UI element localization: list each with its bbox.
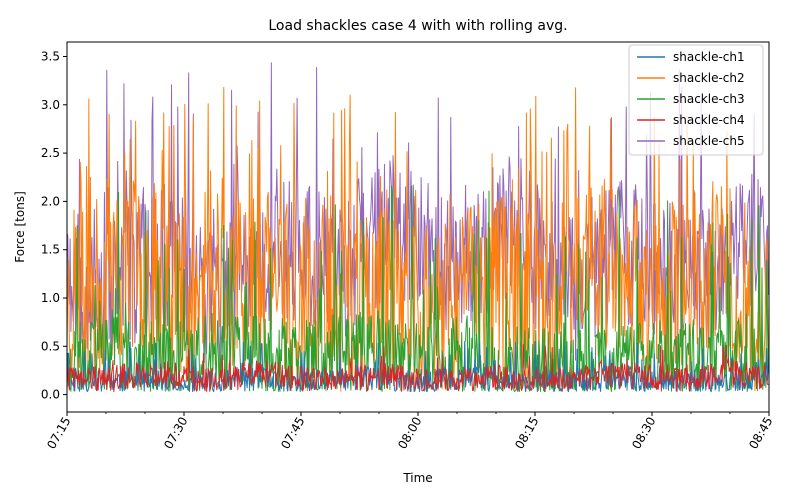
y-axis-label: Force [tons]	[13, 191, 27, 263]
series-line-shackle-ch4	[67, 343, 769, 393]
x-tick-label: 08:00	[395, 415, 424, 452]
y-axis: 0.0 0.5 1.0 1.5 2.0 2.5 3.0 3.5	[41, 49, 67, 402]
x-axis: 07:15 07:30 07:45 08:00 08:15 08:30 08:45	[44, 412, 776, 452]
legend-label: shackle-ch3	[673, 92, 745, 106]
legend-label: shackle-ch1	[673, 50, 745, 64]
x-tick-label: 07:45	[278, 415, 307, 452]
legend-box	[628, 44, 764, 156]
y-tick-label: 2.0	[41, 194, 60, 208]
x-axis-label: Time	[402, 471, 432, 485]
x-tick-label: 08:45	[746, 415, 775, 452]
legend: shackle-ch1 shackle-ch2 shackle-ch3 shackle…	[628, 44, 764, 156]
legend-label: shackle-ch2	[673, 71, 745, 85]
series-group	[67, 62, 769, 393]
y-tick-label: 2.5	[41, 146, 60, 160]
series-layer	[67, 62, 769, 393]
x-tick-label: 07:15	[44, 415, 73, 452]
y-tick-label: 0.5	[41, 339, 60, 353]
x-tick-label: 08:15	[512, 415, 541, 452]
legend-label: shackle-ch4	[673, 113, 745, 127]
chart-title: Load shackles case 4 with with rolling a…	[268, 18, 567, 34]
y-tick-label: 3.0	[41, 98, 60, 112]
x-tick-label: 07:30	[161, 415, 190, 452]
y-tick-label: 3.5	[41, 49, 60, 63]
y-tick-label: 0.0	[41, 388, 60, 402]
legend-label: shackle-ch5	[673, 134, 745, 148]
y-tick-label: 1.0	[41, 291, 60, 305]
x-tick-label: 08:30	[629, 415, 658, 452]
y-tick-label: 1.5	[41, 243, 60, 257]
series-line-shackle-ch2	[67, 86, 769, 392]
